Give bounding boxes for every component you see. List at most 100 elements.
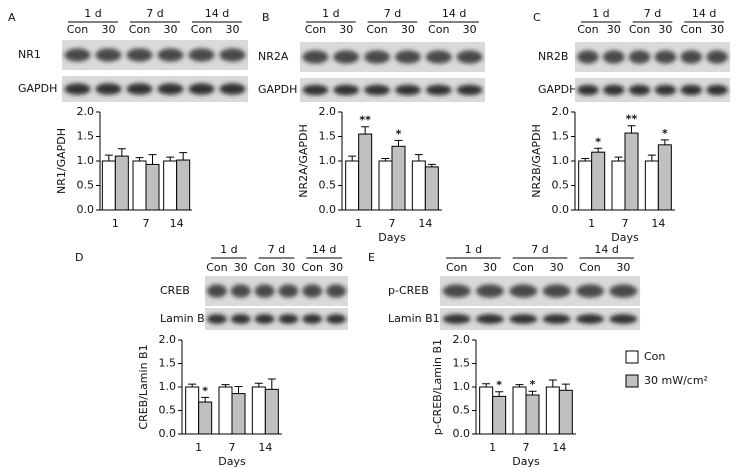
blot-band bbox=[542, 314, 571, 324]
lane-label: 30 bbox=[463, 23, 477, 36]
y-axis-label: p-CREB/Lamin B1 bbox=[431, 339, 444, 435]
error-bar bbox=[135, 157, 144, 161]
y-axis-label: CREB/Lamin B1 bbox=[137, 344, 150, 429]
x-axis-label: Days bbox=[218, 455, 246, 468]
bar bbox=[185, 386, 200, 435]
error-bar bbox=[179, 152, 188, 161]
blot-band bbox=[654, 50, 677, 64]
y-tick-label: 0.5 bbox=[552, 179, 570, 192]
blot-band bbox=[654, 84, 677, 96]
blot-band bbox=[706, 50, 728, 64]
blot-row-label: NR2A bbox=[258, 50, 289, 63]
blot-band bbox=[278, 284, 299, 298]
lane-label: 30 bbox=[281, 261, 295, 274]
error-bar bbox=[528, 390, 537, 395]
bar bbox=[591, 151, 606, 211]
blot-row-label: GAPDH bbox=[538, 83, 577, 96]
bar bbox=[378, 160, 393, 211]
blot-band bbox=[680, 84, 703, 96]
y-tick-label: 2.0 bbox=[319, 105, 337, 118]
y-tick-label: 2.0 bbox=[453, 333, 471, 346]
y-tick-label: 2.0 bbox=[552, 105, 570, 118]
bar bbox=[611, 160, 626, 211]
x-tick-label: 1 bbox=[489, 441, 496, 454]
blot-band bbox=[333, 50, 360, 64]
blot-band bbox=[476, 314, 504, 324]
blot-band bbox=[188, 48, 215, 62]
blot-band bbox=[476, 284, 504, 298]
lane-label: 30 bbox=[164, 23, 178, 36]
lane-label: Con bbox=[366, 23, 387, 36]
timepoint-label: 7 d bbox=[644, 7, 661, 20]
lane-label: 30 bbox=[329, 261, 343, 274]
lane-label: 30 bbox=[607, 23, 621, 36]
error-bar bbox=[548, 379, 557, 387]
error-bar bbox=[495, 391, 504, 397]
error-bar bbox=[614, 156, 623, 161]
error-bar bbox=[201, 396, 210, 403]
y-tick-label: 0.5 bbox=[77, 179, 95, 192]
blot-band bbox=[254, 314, 275, 324]
bar bbox=[145, 163, 160, 211]
blot-band bbox=[278, 314, 299, 324]
panel-letter: D bbox=[75, 251, 83, 264]
error-bar bbox=[148, 154, 157, 165]
blot-band bbox=[95, 83, 122, 95]
blot-band bbox=[326, 314, 347, 324]
legend-swatch bbox=[625, 350, 639, 364]
panel-letter: A bbox=[8, 11, 16, 24]
blot-band bbox=[188, 83, 215, 95]
blot-band bbox=[680, 50, 703, 64]
blot-band bbox=[628, 50, 651, 64]
lane-label: Con bbox=[579, 261, 600, 274]
blot-band bbox=[394, 84, 421, 96]
x-tick-label: 14 bbox=[170, 217, 184, 230]
blot-row-label: GAPDH bbox=[18, 82, 57, 95]
x-tick-label: 14 bbox=[552, 441, 566, 454]
error-bar bbox=[627, 125, 636, 134]
lane-label: 30 bbox=[234, 261, 248, 274]
blot-band bbox=[602, 50, 625, 64]
blot-band bbox=[126, 48, 153, 62]
blot-band bbox=[254, 284, 275, 298]
x-axis-label: Days bbox=[378, 231, 406, 244]
error-bar bbox=[188, 383, 197, 387]
error-bar bbox=[254, 382, 263, 387]
bar bbox=[578, 160, 593, 211]
bar bbox=[411, 160, 426, 211]
bar bbox=[558, 389, 573, 435]
blot-band bbox=[230, 314, 251, 324]
lane-label: Con bbox=[513, 261, 534, 274]
error-bar bbox=[234, 386, 243, 394]
bar bbox=[264, 388, 279, 435]
blot-row-label: GAPDH bbox=[258, 83, 297, 96]
blot-row-label: p-CREB bbox=[388, 284, 429, 297]
y-tick-label: 0.0 bbox=[77, 203, 95, 216]
bar bbox=[525, 394, 540, 435]
bar bbox=[251, 386, 266, 435]
x-tick-label: 14 bbox=[258, 441, 272, 454]
blot-background bbox=[440, 308, 640, 330]
bar bbox=[114, 155, 129, 211]
blot-band bbox=[509, 284, 538, 298]
blot-band bbox=[219, 48, 246, 62]
error-bar bbox=[267, 378, 276, 390]
blot-band bbox=[542, 284, 571, 298]
timepoint-label: 7 d bbox=[384, 7, 401, 20]
blot-band bbox=[95, 48, 122, 62]
blot-band bbox=[126, 83, 153, 95]
lane-label: 30 bbox=[550, 261, 564, 274]
blot-band bbox=[442, 284, 471, 298]
panel-letter: B bbox=[262, 11, 270, 24]
blot-background bbox=[62, 40, 248, 70]
y-tick-label: 2.0 bbox=[77, 105, 95, 118]
blot-band bbox=[206, 314, 227, 324]
x-tick-label: 1 bbox=[588, 217, 595, 230]
bar bbox=[176, 159, 191, 211]
blot-band bbox=[425, 50, 452, 64]
significance-mark: * bbox=[595, 135, 601, 148]
blot-band bbox=[326, 284, 347, 298]
blot-band bbox=[577, 50, 599, 64]
blot-band bbox=[333, 84, 360, 96]
